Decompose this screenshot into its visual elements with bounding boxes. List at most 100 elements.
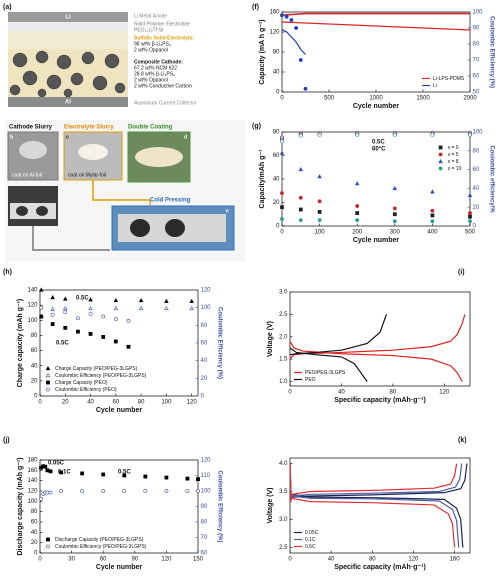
legend-label: PEO/PEG-3LGPS (305, 370, 346, 376)
data-point (279, 134, 285, 139)
anode-layer (8, 12, 128, 22)
data-point (430, 132, 435, 137)
x-tick-label: 40 (338, 390, 345, 396)
data-point (355, 211, 360, 215)
y-tick-label: 140 (27, 288, 38, 294)
data-point (48, 490, 53, 495)
y-tick-label: 40 (31, 530, 38, 536)
particles (9, 50, 126, 98)
x-tick-label: 0 (280, 230, 284, 236)
x-tick-label: 100 (315, 230, 326, 236)
legend-label: 0.1C (305, 537, 316, 543)
legend-swatch (438, 158, 443, 164)
x-tick-label: 120 (161, 557, 172, 563)
data-line (289, 463, 458, 548)
data-point (101, 314, 106, 319)
x-tick-label: 2000 (463, 96, 477, 102)
x-axis-label: Cycle number (353, 103, 400, 110)
legend-label: Discharge Capacity (PEO/PEG-3LGPS) (55, 537, 144, 543)
layer-text: Li Metal Anode (134, 13, 167, 19)
data-point (164, 475, 169, 480)
data-point (280, 13, 284, 18)
panel-label: (a) (3, 4, 12, 11)
layer-text: 2 wt% Oppanol (134, 77, 168, 83)
legend-swatch (438, 166, 443, 171)
panel-process: Cathode Slurry Electrolyte Slurry Double… (5, 120, 245, 262)
legend-swatch (46, 387, 50, 392)
data-point (355, 132, 360, 137)
data-point (126, 319, 131, 323)
layer-text: Sulfidic Solid Electrolyte: (134, 35, 195, 41)
y-tick-label: 160 (269, 10, 280, 16)
data-point (88, 311, 93, 316)
data-point (298, 218, 303, 223)
data-point (80, 471, 85, 476)
y-tick-label: 100 (27, 499, 38, 505)
step-title: Electrolyte Slurry (64, 125, 114, 131)
photo-detail (135, 147, 183, 167)
plot-frame (289, 291, 471, 387)
x-tick-label: 0 (280, 96, 284, 102)
x-axis-label: Cycle number (96, 564, 143, 571)
y2-tick-label: 100 (201, 489, 212, 495)
annotation: 0.05C (48, 461, 65, 467)
plot-frame (39, 459, 199, 554)
data-point (355, 204, 360, 208)
data-point (63, 306, 68, 311)
data-point (138, 298, 144, 303)
step-title: Double Coating (128, 125, 173, 131)
data-point (164, 298, 169, 303)
data-point (468, 214, 472, 219)
anode-label: Li (65, 15, 71, 21)
y2-tick-label: 20 (473, 205, 480, 211)
y-tick-label: 4.0 (279, 461, 288, 467)
x-axis-label: Specific capacity (mAh·g⁻¹) (334, 397, 426, 404)
layer-text: 67.2 wt% NCM 622 (134, 65, 177, 71)
data-point (298, 195, 303, 200)
data-point (392, 219, 397, 224)
data-point (126, 344, 131, 349)
legend-label: x = 10 (448, 166, 462, 172)
data-point (303, 86, 308, 91)
annotation: 60°C (372, 147, 386, 153)
x-tick-label: 0 (38, 400, 42, 406)
y2-tick-label: 70 (201, 535, 208, 541)
y2-axis-label: Coulombic efficiency/% (488, 145, 494, 213)
data-point (63, 296, 68, 301)
panel-label: (h) (3, 269, 12, 276)
data-point (143, 489, 148, 493)
y2-axis-label: Coulombic Efficiency (%) (488, 16, 494, 88)
y-tick-label: 40 (273, 70, 280, 76)
data-point (101, 335, 106, 339)
data-point (317, 174, 322, 179)
layer-text: PEO₂₀LiTFSI (134, 27, 163, 33)
data-point (39, 496, 43, 501)
data-point (430, 213, 435, 218)
data-point (280, 205, 284, 210)
x-tick-label: 1000 (369, 96, 383, 102)
data-point (185, 476, 190, 481)
x-tick-label: 160 (450, 557, 461, 563)
data-point (48, 469, 53, 474)
legend-label: Charge Capacity (PEO/PEG-3LGPS) (55, 366, 138, 372)
layer-text: Composite Cathode: (134, 59, 183, 65)
data-point (80, 489, 85, 493)
data-point (392, 185, 398, 190)
legend-label: 0.5C (305, 544, 316, 550)
y-tick-label: 2.0 (279, 334, 288, 340)
data-point (467, 192, 473, 198)
y2-tick-label: 0 (473, 224, 477, 230)
data-line (289, 314, 387, 382)
legend-label: Charge Capacity (PEO) (55, 380, 108, 386)
plot-frame (289, 457, 471, 554)
data-point (298, 167, 304, 172)
data-point (50, 295, 55, 300)
x-tick-label: 120 (439, 390, 450, 396)
y-tick-label: 120 (27, 489, 38, 495)
legend-swatch (46, 380, 50, 385)
x-tick-label: 0 (288, 557, 292, 563)
data-point (430, 208, 435, 213)
y2-tick-label: 60 (201, 341, 208, 347)
data-point (50, 312, 55, 317)
